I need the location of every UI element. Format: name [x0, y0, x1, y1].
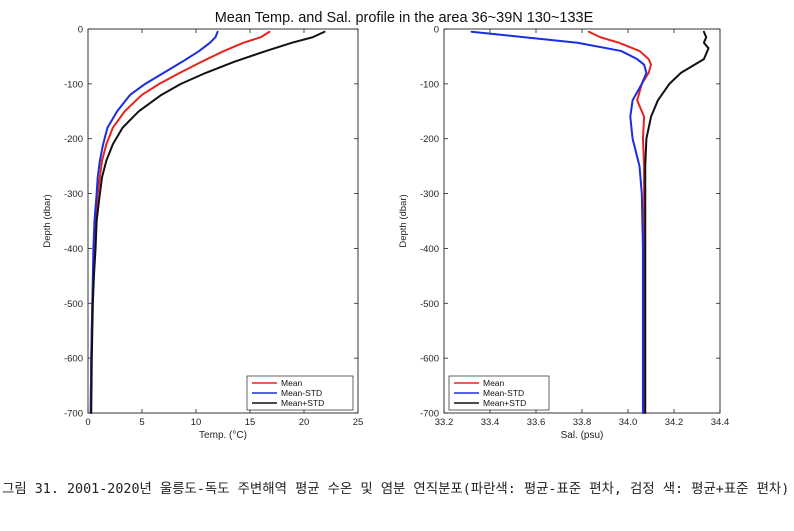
y-tick-label: -300: [420, 189, 439, 200]
series-line-mean: [89, 30, 271, 414]
figure: Mean Temp. and Sal. profile in the area …: [42, 10, 729, 442]
x-tick-label: 34.4: [711, 417, 730, 428]
y-tick-label: -500: [420, 299, 439, 310]
figure-caption: 그림 31. 2001-2020년 울릉도-독도 주변해역 평균 수온 및 염분…: [2, 478, 792, 502]
series-line-mean-std: [90, 30, 326, 414]
x-axis-label: Sal. (psu): [561, 430, 604, 441]
y-tick-label: 0: [78, 25, 83, 36]
legend-entry: Mean: [483, 378, 505, 388]
y-tick-label: -400: [64, 244, 83, 255]
caption-line-2: 색: 평균+표준 편차): [662, 482, 790, 497]
legend-entry: Mean+STD: [483, 398, 526, 408]
x-axis-label: Temp. (°C): [199, 430, 247, 441]
legend-entry: Mean-STD: [281, 388, 322, 398]
x-tick-label: 33.6: [527, 417, 546, 428]
y-tick-label: 0: [434, 25, 439, 36]
y-tick-label: -600: [420, 354, 439, 365]
y-axis-label: Depth (dbar): [42, 194, 53, 247]
series-line-mean: [587, 30, 652, 414]
y-tick-label: -200: [420, 134, 439, 145]
axes-frame: [87, 28, 359, 414]
x-tick-label: 33.4: [481, 417, 500, 428]
figure-title: Mean Temp. and Sal. profile in the area …: [215, 10, 594, 26]
x-tick-label: 33.2: [435, 417, 454, 428]
caption-line-1: 그림 31. 2001-2020년 울릉도-독도 주변해역 평균 수온 및 염분…: [2, 482, 655, 497]
x-tick-label: 33.8: [573, 417, 592, 428]
x-tick-label: 25: [353, 417, 364, 428]
x-tick-label: 20: [299, 417, 310, 428]
y-tick-label: -400: [420, 244, 439, 255]
y-tick-label: -700: [420, 409, 439, 420]
y-tick-label: -600: [64, 354, 83, 365]
y-tick-label: -500: [64, 299, 83, 310]
x-tick-label: 5: [139, 417, 144, 428]
x-tick-label: 10: [191, 417, 202, 428]
axes-frame: [443, 28, 721, 414]
x-tick-label: 34.0: [619, 417, 638, 428]
series-line-mean-std: [89, 30, 219, 414]
y-tick-label: -100: [420, 79, 439, 90]
series-line-mean-std: [644, 30, 710, 414]
series-line-mean-std: [470, 30, 648, 414]
x-tick-label: 34.2: [665, 417, 684, 428]
x-tick-label: 15: [245, 417, 256, 428]
y-tick-label: -700: [64, 409, 83, 420]
y-axis-label: Depth (dbar): [398, 194, 409, 247]
y-tick-label: -100: [64, 79, 83, 90]
legend-entry: Mean-STD: [483, 388, 524, 398]
y-tick-label: -200: [64, 134, 83, 145]
legend-entry: Mean: [281, 378, 303, 388]
y-tick-label: -300: [64, 189, 83, 200]
legend-entry: Mean+STD: [281, 398, 324, 408]
x-tick-label: 0: [85, 417, 90, 428]
